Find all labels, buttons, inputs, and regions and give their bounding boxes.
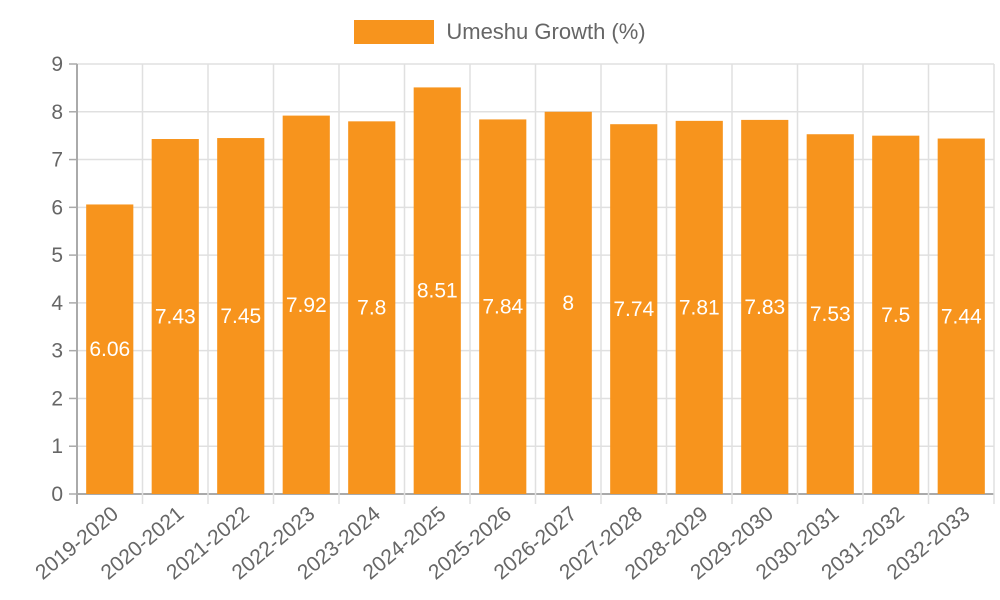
bar[interactable] [610,124,658,494]
bar[interactable] [806,134,854,494]
bar[interactable] [151,139,199,494]
bar[interactable] [217,138,265,495]
y-tick-label: 2 [51,387,63,410]
y-tick-label: 8 [51,101,63,124]
bar[interactable] [348,121,396,494]
legend-swatch [354,20,435,44]
y-tick-label: 3 [51,340,63,363]
bar-value-label: 7.5 [881,304,910,327]
bar[interactable] [675,120,723,494]
legend-label: Umeshu Growth (%) [446,19,646,44]
bar[interactable] [86,204,134,494]
bar-value-label: 7.44 [941,305,982,328]
y-tick-label: 1 [51,435,63,458]
bar[interactable] [544,111,592,495]
bar-value-label: 7.8 [357,297,386,320]
bar-value-label: 7.92 [286,294,327,317]
bar[interactable] [937,138,985,495]
bar-value-label: 8.51 [417,280,458,303]
y-tick-label: 7 [51,149,63,172]
bar[interactable] [479,119,527,494]
bar-value-label: 7.81 [679,296,720,319]
bar[interactable] [872,135,920,494]
bar-value-label: 7.53 [810,303,851,326]
bar[interactable] [741,119,789,495]
y-tick-label: 9 [51,53,63,76]
bar-value-label: 6.06 [89,338,130,361]
bar-value-label: 7.84 [482,296,523,319]
y-tick-label: 4 [51,292,63,315]
bar-value-label: 7.74 [613,298,654,321]
bar[interactable] [282,115,330,494]
y-tick-label: 0 [51,483,63,506]
bar[interactable] [413,87,461,495]
y-tick-label: 5 [51,244,63,267]
y-tick-label: 6 [51,196,63,219]
bar-value-label: 8 [562,292,574,315]
bar-value-label: 7.83 [744,296,785,319]
chart-legend[interactable]: Umeshu Growth (%) [0,18,1000,46]
bar-value-label: 7.43 [155,306,196,329]
bar-value-label: 7.45 [220,305,261,328]
